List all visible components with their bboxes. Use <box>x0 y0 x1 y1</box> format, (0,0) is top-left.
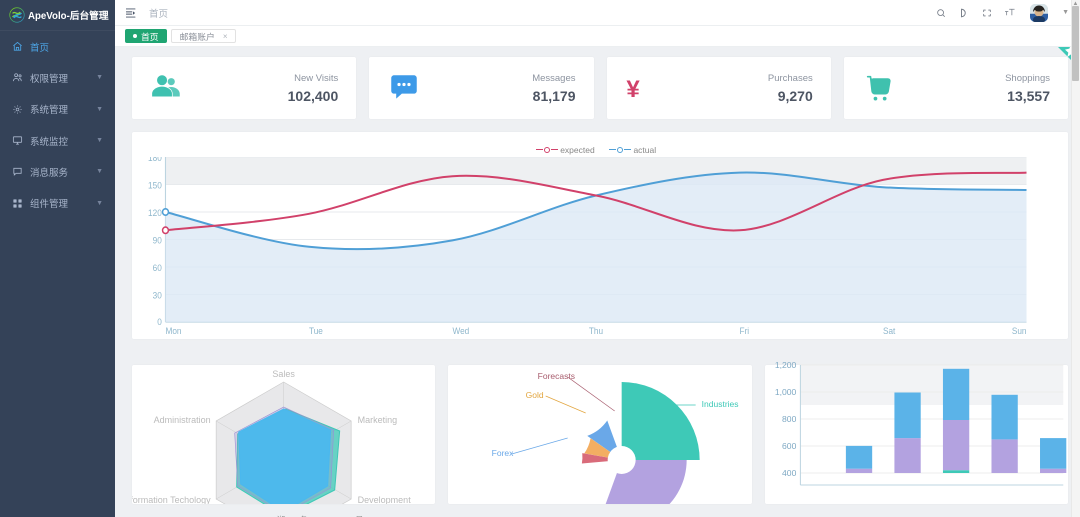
svg-text:30: 30 <box>153 290 162 300</box>
svg-text:Mon: Mon <box>165 325 181 334</box>
svg-text:Gold: Gold <box>526 390 544 400</box>
svg-text:Forex: Forex <box>492 448 514 458</box>
svg-text:180: 180 <box>148 157 162 163</box>
svg-text:120: 120 <box>148 207 162 217</box>
svg-text:0: 0 <box>157 316 162 326</box>
svg-text:150: 150 <box>148 180 162 190</box>
svg-text:90: 90 <box>153 235 162 245</box>
svg-text:Development: Development <box>358 495 412 504</box>
svg-text:Fri: Fri <box>740 325 750 334</box>
svg-text:1,200: 1,200 <box>775 360 797 370</box>
svg-text:Thu: Thu <box>589 325 603 334</box>
svg-text:60: 60 <box>153 262 162 272</box>
svg-text:800: 800 <box>782 414 797 424</box>
svg-text:600: 600 <box>782 441 797 451</box>
svg-text:Wed: Wed <box>452 325 469 334</box>
svg-text:400: 400 <box>782 468 797 478</box>
svg-text:Forecasts: Forecasts <box>538 371 575 381</box>
svg-text:¥: ¥ <box>626 76 640 103</box>
svg-text:Administration: Administration <box>154 415 211 425</box>
svg-text:Marketing: Marketing <box>358 415 398 425</box>
svg-text:Sun: Sun <box>1012 325 1027 334</box>
svg-text:Tue: Tue <box>309 325 323 334</box>
svg-text:Sales: Sales <box>272 369 295 379</box>
svg-text:Sat: Sat <box>883 325 896 334</box>
svg-text:1,000: 1,000 <box>775 387 797 397</box>
svg-text:Information Techology: Information Techology <box>132 495 211 504</box>
svg-text:Industries: Industries <box>702 399 739 409</box>
